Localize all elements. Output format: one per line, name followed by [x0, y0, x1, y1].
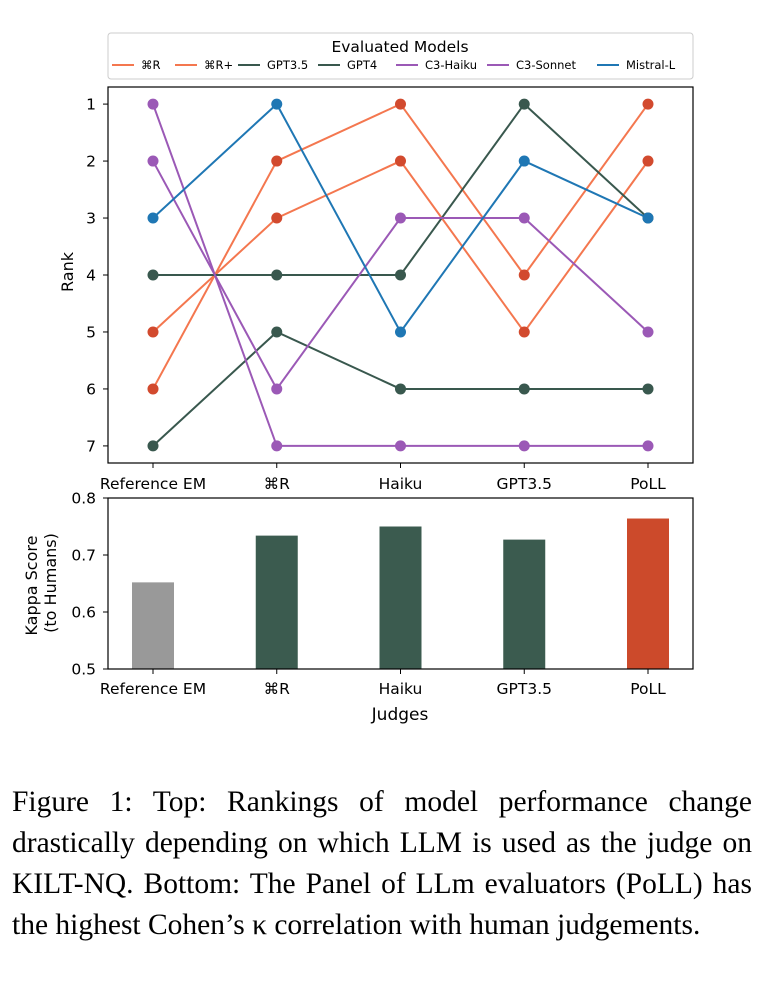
series-5-point: [395, 212, 406, 224]
kappa-bar: [503, 539, 546, 669]
rank-x-tick-label: Haiku: [379, 475, 423, 493]
rank-x-tick-label: GPT3.5: [497, 475, 552, 493]
series-5-point: [271, 383, 283, 395]
series-6-point: [271, 98, 283, 110]
series-4-point: [271, 440, 283, 452]
rank-tick-label: 1: [86, 96, 96, 114]
series-5-point: [147, 155, 159, 167]
series-1-point: [271, 155, 283, 167]
legend-entry-label: GPT3.5: [267, 58, 308, 72]
series-1-point: [518, 269, 530, 281]
series-4-point: [518, 440, 530, 452]
series-6-point: [642, 212, 654, 224]
legend-title: Evaluated Models: [331, 38, 468, 56]
kappa-x-tick-label: ⌘R: [264, 680, 291, 698]
series-0-point: [147, 326, 159, 338]
legend-entry-label: GPT4: [347, 58, 377, 72]
legend-entry-label: C3-Haiku: [425, 58, 477, 72]
kappa-x-tick-label: Reference EM: [100, 680, 206, 698]
legend-entry-label: Mistral-L: [626, 58, 676, 72]
series-6-point: [518, 155, 530, 167]
series-2-point: [395, 383, 406, 395]
rank-tick-label: 5: [86, 323, 96, 341]
kappa-tick-label: 0.6: [71, 604, 96, 622]
rank-x-tick-label: Reference EM: [100, 475, 206, 493]
kappa-x-tick-label: Haiku: [379, 680, 423, 698]
series-4-point: [147, 98, 159, 110]
series-1-point: [147, 383, 159, 395]
kappa-bar: [255, 535, 298, 669]
kappa-bar: [132, 582, 174, 669]
series-line-1: [152, 102, 649, 390]
rank-tick-label: 6: [86, 380, 96, 398]
judges-axis-label: Judges: [371, 705, 429, 725]
series-3-point: [395, 269, 406, 281]
series-3-point: [271, 269, 283, 281]
series-2-point: [518, 383, 530, 395]
kappa-bar: [379, 526, 422, 669]
series-1-point: [395, 98, 406, 110]
rank-tick-label: 3: [86, 210, 96, 228]
series-0-point: [642, 155, 654, 167]
kappa-x-tick-label: PoLL: [630, 680, 666, 698]
series-2-point: [271, 326, 283, 338]
kappa-x-tick-label: GPT3.5: [497, 680, 552, 698]
rank-chart: 1 2 3 4 5 6 7 Reference EM ⌘R Haiku GPT3.5 PoLL Ra…: [58, 32, 694, 493]
kappa-axis-label-line-2: (to Humans): [41, 533, 60, 633]
rank-x-tick-label: ⌘R: [264, 475, 291, 493]
legend-box: [107, 32, 694, 80]
series-6-point: [395, 326, 406, 338]
kappa-tick-label: 0.5: [71, 661, 96, 679]
series-5-point: [518, 212, 530, 224]
series-0-point: [271, 212, 283, 224]
rank-tick-label: 4: [86, 267, 96, 285]
rank-x-tick-label: PoLL: [630, 475, 666, 493]
series-0-point: [518, 326, 530, 338]
series-4-point: [395, 440, 406, 452]
legend-entry-label: ⌘R: [141, 58, 161, 72]
series-4-point: [642, 440, 654, 452]
series-0-point: [395, 155, 406, 167]
kappa-chart: 0.5 0.6 0.7 0.8 Reference EM ⌘R Haiku GPT3.5 Po…: [22, 490, 694, 725]
figure-caption: Figure 1: Top: Rankings of model perform…: [12, 786, 752, 941]
kappa-axis-label: Kappa Score (to Humans): [22, 530, 60, 635]
kappa-bar: [627, 518, 669, 669]
figure: 1 2 3 4 5 6 7 Reference EM ⌘R Haiku GPT3.5 PoLL Ra…: [22, 32, 694, 725]
rank-tick-label: 2: [86, 153, 96, 171]
series-2-point: [147, 440, 159, 452]
legend-entry-label: ⌘R+: [204, 58, 233, 72]
series-5-point: [642, 326, 654, 338]
series-3-point: [147, 269, 159, 281]
series-2-point: [642, 383, 654, 395]
series-3-point: [518, 98, 530, 110]
kappa-tick-label: 0.7: [71, 547, 96, 565]
kappa-axis-label-line-1: Kappa Score: [22, 536, 41, 636]
series-line-3: [153, 102, 649, 276]
rank-tick-label: 7: [86, 437, 96, 455]
legend-entry-label: C3-Sonnet: [516, 58, 576, 72]
legend: Evaluated Models ⌘R ⌘R+ GPT3.5 GPT4 C3-Haiku…: [107, 32, 694, 80]
rank-axis-label: Rank: [58, 251, 77, 292]
series-6-point: [147, 212, 159, 224]
series-1-point: [642, 98, 654, 110]
kappa-tick-label: 0.8: [71, 490, 96, 508]
